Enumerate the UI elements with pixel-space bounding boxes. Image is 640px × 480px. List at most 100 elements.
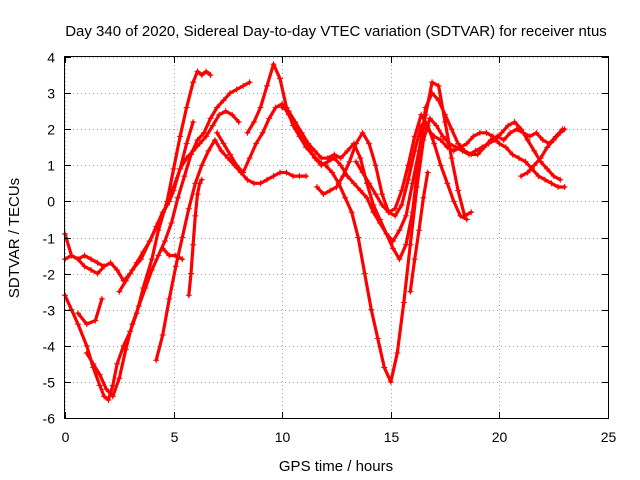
data-point [94, 259, 101, 266]
data-point [285, 108, 292, 115]
y-tick-label: 0 [47, 194, 55, 210]
data-point [429, 90, 436, 97]
data-point [409, 209, 416, 216]
data-point [348, 209, 355, 216]
data-point [250, 180, 257, 187]
data-point [326, 187, 333, 194]
data-point [192, 212, 199, 219]
data-point [114, 360, 121, 367]
data-point [522, 158, 529, 165]
data-point [337, 155, 344, 162]
data-point [535, 173, 542, 180]
data-point [185, 205, 192, 212]
data-point [68, 306, 75, 313]
data-point [190, 79, 197, 86]
series-line [519, 127, 567, 178]
data-point [548, 180, 555, 187]
x-tick-label: 15 [384, 429, 400, 445]
data-point [381, 364, 388, 371]
series-arc-6 [116, 108, 242, 295]
data-point [292, 118, 299, 125]
data-point [90, 360, 97, 367]
data-point [155, 252, 162, 259]
data-point [424, 169, 431, 176]
series-line [215, 80, 473, 243]
series-arc-3 [62, 252, 108, 270]
data-point [88, 266, 95, 273]
y-tick-label: -3 [43, 303, 56, 319]
series-line [117, 109, 241, 294]
data-point [277, 75, 284, 82]
data-point [177, 133, 184, 140]
data-point [472, 147, 479, 154]
data-point [257, 180, 264, 187]
data-point [379, 202, 386, 209]
data-point [81, 252, 88, 259]
data-point [101, 393, 108, 400]
data-point [253, 140, 260, 147]
data-point [385, 209, 392, 216]
data-point [257, 104, 264, 111]
data-point [209, 122, 216, 129]
data-point [505, 122, 512, 129]
data-point [298, 129, 305, 136]
series-line [76, 297, 104, 326]
data-point [194, 137, 201, 144]
data-point [313, 183, 320, 190]
data-point [531, 162, 538, 169]
data-point [227, 90, 234, 97]
series-arc-14 [407, 169, 431, 295]
data-point [179, 234, 186, 241]
data-point [448, 155, 455, 162]
data-point [214, 129, 221, 136]
data-point [322, 162, 329, 169]
data-point [444, 144, 451, 151]
data-point [483, 129, 490, 136]
data-point [470, 133, 477, 140]
data-point [437, 162, 444, 169]
data-point [279, 104, 286, 111]
data-point [426, 115, 433, 122]
data-point [166, 252, 173, 259]
y-axis-label: SDTVAR / TECUs [6, 178, 23, 298]
data-point [92, 317, 99, 324]
data-point [524, 137, 531, 144]
data-point [346, 158, 353, 165]
data-point [429, 79, 436, 86]
data-point [442, 111, 449, 118]
data-point [366, 140, 373, 147]
data-point [83, 350, 90, 357]
series-arc-4 [75, 295, 105, 328]
data-point [129, 266, 136, 273]
data-point [246, 79, 253, 86]
data-point [359, 169, 366, 176]
data-layer [62, 61, 568, 403]
data-point [222, 108, 229, 115]
y-tick-label: 3 [47, 86, 55, 102]
data-point [103, 386, 110, 393]
data-point [498, 129, 505, 136]
data-point [379, 191, 386, 198]
data-point [190, 241, 197, 248]
data-point [122, 277, 129, 284]
data-point [337, 162, 344, 169]
data-point [550, 137, 557, 144]
data-point [437, 137, 444, 144]
y-tick-label: -6 [43, 411, 56, 427]
data-point [96, 371, 103, 378]
data-point [492, 137, 499, 144]
data-point [183, 140, 190, 147]
series-line [245, 62, 497, 384]
series-arc-7 [153, 137, 310, 364]
data-point [183, 104, 190, 111]
x-tick-label: 5 [171, 429, 179, 445]
data-point [240, 82, 247, 89]
data-point [194, 191, 201, 198]
data-point [203, 68, 210, 75]
data-point [235, 118, 242, 125]
data-point [96, 382, 103, 389]
data-point [114, 266, 121, 273]
data-point [353, 140, 360, 147]
data-point [433, 122, 440, 129]
data-point [75, 321, 82, 328]
